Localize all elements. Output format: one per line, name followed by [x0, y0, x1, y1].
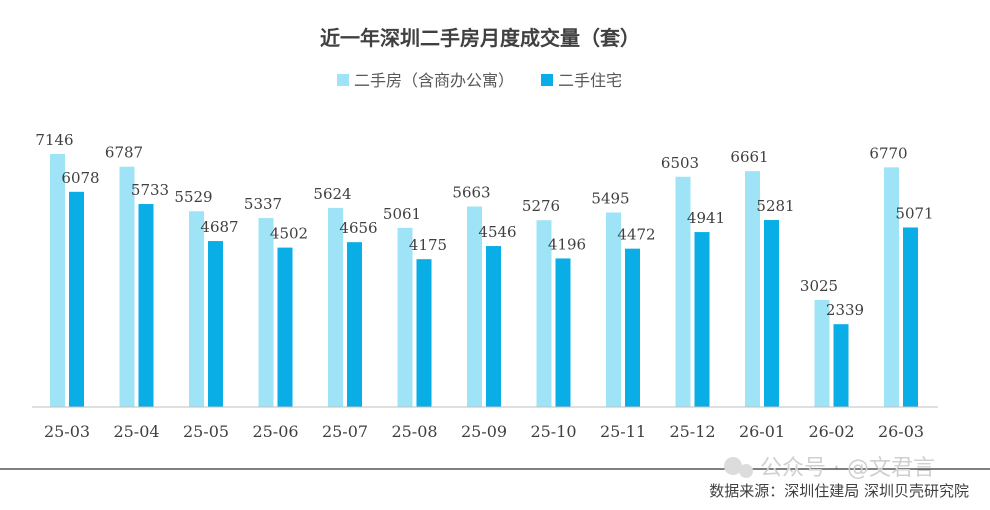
x-tick-label: 25-10: [530, 422, 576, 441]
legend: 二手房（含商办公寓） 二手住宅: [337, 71, 622, 90]
bar-total-25-03: [50, 154, 65, 407]
data-label-residential-26-02: 2339: [826, 301, 864, 319]
bar-residential-25-05: [208, 241, 223, 407]
legend-swatch-series-1: [541, 74, 553, 86]
data-label-total-25-04: 6787: [105, 144, 143, 162]
bar-residential-26-02: [833, 324, 849, 407]
x-tick-label: 26-02: [808, 422, 854, 441]
data-label-residential-25-09: 4546: [478, 223, 516, 241]
x-tick-label: 26-03: [878, 422, 924, 441]
data-label-residential-26-03: 5071: [895, 204, 933, 222]
legend-swatch-series-0: [337, 74, 349, 86]
watermark: 公众号 · @文君言: [724, 456, 935, 481]
watermark-text: 公众号 · @文君言: [760, 456, 935, 481]
data-label-total-25-12: 6503: [661, 154, 699, 172]
bar-residential-25-06: [277, 247, 293, 407]
bar-residential-25-09: [486, 246, 501, 407]
x-tick-label: 26-01: [739, 422, 785, 441]
data-label-residential-25-03: 6078: [61, 169, 99, 187]
x-tick-label: 25-12: [669, 422, 715, 441]
data-label-total-25-09: 5663: [452, 184, 490, 202]
bar-residential-25-10: [555, 258, 571, 407]
bar-total-25-06: [258, 218, 274, 407]
x-tick-label: 25-06: [252, 422, 298, 441]
data-label-residential-26-01: 5281: [756, 197, 794, 215]
data-label-total-25-06: 5337: [244, 195, 282, 213]
data-label-residential-25-08: 4175: [409, 236, 447, 254]
data-label-total-25-10: 5276: [522, 197, 560, 215]
data-label-residential-25-06: 4502: [270, 225, 308, 243]
data-source: 数据来源：深圳住建局 深圳贝壳研究院: [709, 482, 969, 500]
bar-total-25-10: [536, 220, 552, 407]
bar-residential-26-01: [764, 220, 779, 407]
data-label-total-26-01: 6661: [730, 148, 768, 166]
x-tick-label: 25-03: [44, 422, 90, 441]
bar-total-25-05: [189, 211, 204, 407]
data-label-total-25-05: 5529: [174, 188, 212, 206]
x-tick-label: 25-08: [391, 422, 437, 441]
data-label-total-25-08: 5061: [383, 205, 421, 223]
bar-residential-25-07: [347, 242, 362, 407]
x-tick-label: 25-11: [600, 422, 646, 441]
data-label-residential-25-04: 5733: [131, 181, 169, 199]
bar-total-26-01: [745, 171, 760, 407]
data-label-residential-25-10: 4196: [548, 235, 586, 253]
data-label-residential-25-12: 4941: [687, 209, 725, 227]
bar-residential-25-04: [138, 204, 154, 407]
data-label-residential-25-05: 4687: [200, 218, 238, 236]
bar-residential-25-12: [694, 232, 710, 407]
bar-residential-26-03: [903, 227, 918, 407]
data-label-total-25-07: 5624: [313, 185, 351, 203]
x-tick-label: 25-04: [113, 422, 159, 441]
data-label-residential-25-07: 4656: [339, 219, 377, 237]
plot-area: 7146 6078 25-03 6787 5733 25-04 5529 4687 25-05 5…: [35, 131, 933, 441]
bar-total-25-04: [119, 166, 135, 407]
bar-total-25-12: [675, 176, 691, 407]
legend-label-series-1: 二手住宅: [558, 71, 622, 90]
bar-residential-25-03: [69, 191, 84, 407]
legend-label-series-0: 二手房（含商办公寓）: [354, 71, 514, 90]
x-tick-label: 25-05: [183, 422, 229, 441]
x-tick-label: 25-09: [461, 422, 507, 441]
data-label-total-25-03: 7146: [35, 131, 73, 149]
bar-total-25-11: [606, 212, 621, 407]
data-label-residential-25-11: 4472: [617, 226, 655, 244]
bar-total-25-08: [397, 227, 413, 407]
data-label-total-25-11: 5495: [591, 189, 629, 207]
data-label-total-26-03: 6770: [869, 144, 907, 162]
wechat-icon: [724, 457, 742, 475]
bar-total-26-02: [814, 299, 830, 407]
bar-residential-25-08: [416, 259, 432, 407]
x-tick-label: 25-07: [322, 422, 368, 441]
bar-total-25-07: [328, 207, 343, 407]
bar-residential-25-11: [625, 248, 640, 407]
wechat-icon-bubble: [739, 464, 753, 478]
chart-title: 近一年深圳二手房月度成交量（套）: [320, 26, 640, 50]
bar-total-25-09: [467, 206, 482, 407]
data-label-total-26-02: 3025: [800, 277, 838, 295]
bar-total-26-03: [884, 167, 899, 407]
